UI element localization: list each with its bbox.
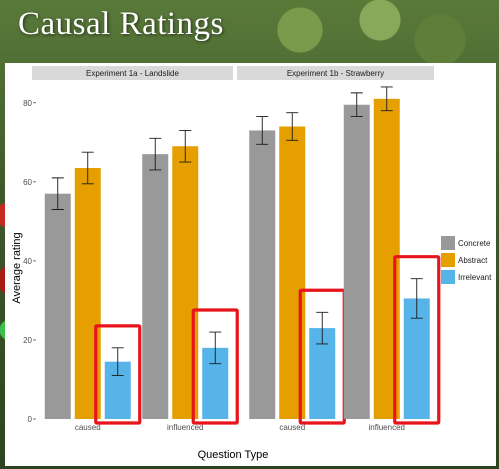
- error-bar-1-0-2: [316, 311, 329, 345]
- error-bar-1-1-0: [350, 92, 363, 118]
- legend-swatch-2: [441, 270, 455, 284]
- x-axis-title: Question Type: [198, 449, 269, 461]
- legend-label-2: Irrelevant: [458, 273, 492, 282]
- legend-label-1: Abstract: [458, 256, 488, 265]
- error-bar-0-1-2: [209, 331, 222, 365]
- y-tick-label-3: 60: [23, 178, 32, 187]
- error-bar-0-1-0: [149, 137, 162, 171]
- legend-swatch-1: [441, 253, 455, 267]
- error-bar-1-1-1: [380, 86, 393, 112]
- x-tick-label-1-0: caused: [279, 423, 305, 432]
- error-bar-0-0-1: [81, 151, 94, 185]
- highlight-box-1-1: [393, 255, 441, 425]
- y-tick-label-0: 0: [28, 415, 33, 424]
- facet-strip-1: Experiment 1a - Landslide: [32, 66, 233, 80]
- bar-1-0-0: [249, 130, 276, 419]
- error-bar-0-0-2: [111, 347, 124, 376]
- x-tick-label-1-1: influenced: [369, 423, 405, 432]
- facet-strip-2: Experiment 1b - Strawberry: [237, 66, 434, 80]
- legend: Concrete Abstract Irrelevant: [441, 236, 492, 284]
- chart-panel: Experiment 1a - Landslide Experiment 1b …: [5, 63, 496, 466]
- facet-strip-1-bg: [32, 66, 233, 80]
- x-tick-label-0-0: caused: [75, 423, 101, 432]
- error-bar-0-0-0: [51, 177, 64, 210]
- legend-label-0: Concrete: [458, 239, 491, 248]
- y-tick-label-4: 80: [23, 99, 32, 108]
- error-bar-1-1-2: [410, 278, 423, 319]
- x-tick-label-0-1: influenced: [167, 423, 203, 432]
- y-tick-label-1: 20: [23, 336, 32, 345]
- facet-strip-2-bg: [237, 66, 434, 80]
- bar-0-1-0: [142, 154, 169, 419]
- y-axis-title: Average rating: [11, 232, 23, 303]
- error-bar-1-0-0: [256, 116, 269, 145]
- bar-1-1-0: [343, 104, 370, 419]
- slide-title: Causal Ratings: [18, 6, 224, 42]
- highlight-box-0-0: [94, 324, 142, 425]
- y-tick-label-2: 40: [23, 257, 32, 266]
- highlight-box-0-1: [191, 308, 239, 425]
- plot-area: 0 20 40 60 80 caused influenced caused influence…: [23, 86, 441, 432]
- error-bar-1-0-1: [286, 112, 299, 141]
- legend-swatch-0: [441, 236, 455, 250]
- bar-0-0-0: [44, 193, 71, 419]
- facet-label-1: Experiment 1a - Landslide: [86, 69, 179, 78]
- error-bar-0-1-1: [179, 129, 192, 163]
- bar-chart: Experiment 1a - Landslide Experiment 1b …: [11, 66, 492, 461]
- facet-label-2: Experiment 1b - Strawberry: [287, 69, 384, 78]
